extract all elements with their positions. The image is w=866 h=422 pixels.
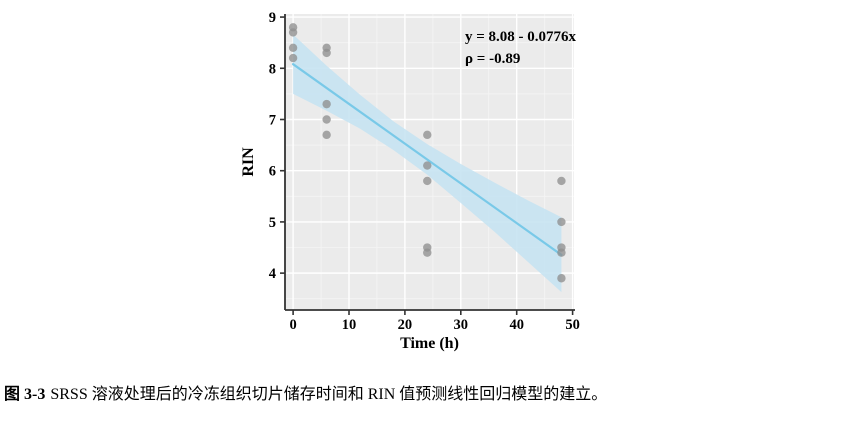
x-tick-label: 0 (289, 317, 296, 333)
caption-label: 图 3-3 (4, 386, 46, 403)
data-point (557, 274, 566, 283)
y-tick-label: 8 (269, 61, 276, 77)
data-point (322, 99, 331, 109)
annotation-equation: y = 8.08 - 0.0776x (465, 29, 577, 45)
y-tick-label: 5 (269, 215, 276, 231)
data-point (288, 53, 298, 63)
y-tick-label: 9 (269, 10, 276, 26)
caption-text: SRSS 溶液处理后的冷冻组织切片储存时间和 RIN 值预测线性回归模型的建立。 (50, 386, 608, 403)
data-point (322, 130, 331, 140)
regression-figure: 0 10 20 30 40 50 4 5 6 7 8 9 Time (h) RIN y = 8.08 - 0… (240, 0, 620, 362)
data-point (557, 248, 566, 257)
regression-line (292, 63, 563, 257)
x-tick-label: 50 (565, 317, 580, 333)
annotation-rho: ρ = -0.89 (465, 51, 520, 67)
data-point (322, 115, 331, 124)
data-point (423, 161, 432, 170)
y-axis-label: RIN (240, 147, 257, 177)
data-point (557, 217, 566, 227)
x-tick-label: 20 (398, 317, 413, 333)
data-point (288, 28, 298, 37)
x-axis-label: Time (h) (400, 335, 459, 352)
data-point (322, 48, 331, 58)
y-tick-label: 4 (269, 266, 276, 282)
figure-caption: 图 3-3 SRSS 溶液处理后的冷冻组织切片储存时间和 RIN 值预测线性回归模… (4, 384, 860, 406)
data-point (288, 43, 298, 52)
scatter-plot: 0 10 20 30 40 50 4 5 6 7 8 9 Time (h) RIN y = 8.08 - 0… (240, 10, 580, 352)
x-tick-label: 40 (509, 317, 524, 333)
data-point (423, 130, 432, 140)
y-tick-label: 7 (269, 112, 276, 128)
x-tick-label: 10 (342, 317, 357, 333)
data-point (423, 248, 432, 257)
x-tick-label: 30 (454, 317, 469, 333)
data-point (423, 176, 432, 186)
data-point (557, 176, 566, 186)
y-tick-label: 6 (269, 164, 276, 180)
